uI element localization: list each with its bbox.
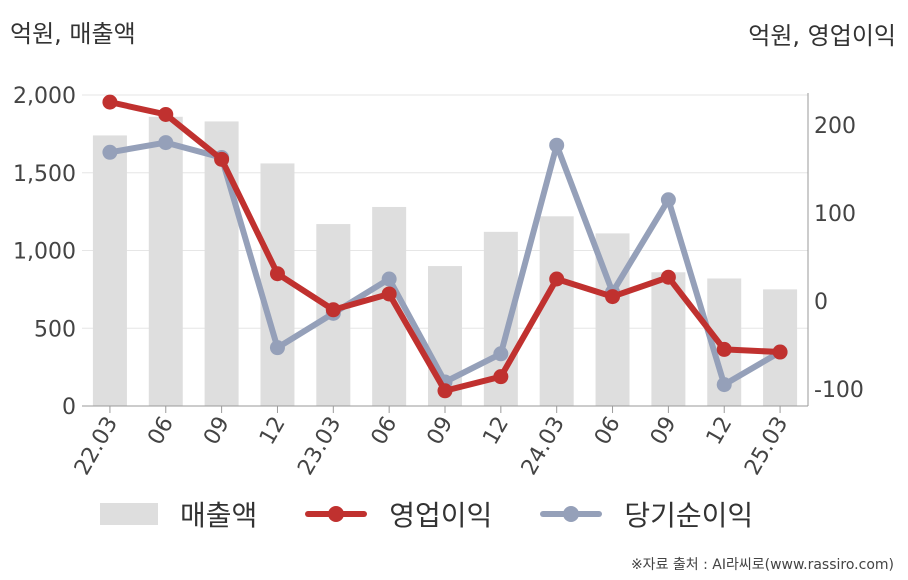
net-income-point <box>493 346 509 362</box>
operating-profit-point <box>158 106 174 122</box>
operating-profit-point <box>549 271 565 287</box>
x-tick-label: 22.03 <box>70 413 123 480</box>
operating-profit-point <box>437 383 453 399</box>
operating-profit-point <box>269 266 285 282</box>
legend-swatch-operating-profit <box>305 503 368 525</box>
right-tick-label: -100 <box>814 378 864 403</box>
legend-swatch-net-income <box>540 503 603 525</box>
x-tick-label: 12 <box>702 413 738 450</box>
revenue-bar <box>372 206 407 406</box>
x-tick-label: 24.03 <box>517 413 570 480</box>
net-income-point <box>549 137 565 153</box>
net-income-point <box>269 340 285 356</box>
right-tick-label: 100 <box>814 202 856 227</box>
operating-profit-point <box>381 286 397 302</box>
operating-profit-point <box>214 151 230 167</box>
net-income-point <box>158 135 174 151</box>
right-axis-unit: 억원, 영업이익 <box>748 22 896 50</box>
x-tick-label: 12 <box>478 413 514 450</box>
revenue-bar <box>92 135 127 406</box>
right-tick-label: 200 <box>814 114 856 139</box>
left-tick-label: 2,000 <box>13 84 76 109</box>
x-tick-label: 09 <box>423 413 459 450</box>
net-income-point <box>381 271 397 287</box>
revenue-bar <box>539 216 574 406</box>
axes <box>82 93 809 413</box>
operating-profit-point <box>660 269 676 285</box>
operating-profit-point <box>102 94 118 110</box>
x-tick-label: 09 <box>199 413 235 450</box>
left-tick-label: 1,000 <box>13 240 76 265</box>
operating-profit-point <box>325 302 341 318</box>
x-tick-label: 06 <box>143 413 179 450</box>
operating-profit-point <box>493 369 509 385</box>
legend-item-net-income: 당기순이익 <box>540 494 753 534</box>
operating-profit-point <box>772 344 788 360</box>
operating-profit-point <box>605 289 621 305</box>
left-tick-label: 1,500 <box>13 162 76 187</box>
legend-swatch-revenue <box>100 503 158 525</box>
operating-profit-point <box>716 341 732 357</box>
x-tick-label: 12 <box>255 413 291 450</box>
net-income-point <box>660 192 676 208</box>
right-tick-label: 0 <box>814 290 828 315</box>
legend-item-operating-profit: 영업이익 <box>305 494 492 534</box>
revenue-bar <box>260 163 295 406</box>
revenue-bars <box>92 116 798 407</box>
legend-item-revenue: 매출액 <box>100 494 257 534</box>
chart-legend: 매출액 영업이익 당기순이익 <box>100 492 801 536</box>
left-tick-label: 500 <box>34 317 76 342</box>
profit-lines <box>102 94 788 399</box>
net-income-point <box>716 377 732 393</box>
legend-label-revenue: 매출액 <box>180 499 258 532</box>
revenue-bar <box>204 121 239 406</box>
revenue-bar <box>148 116 183 407</box>
net-income-point <box>102 144 118 160</box>
x-tick-label: 23.03 <box>293 413 346 480</box>
legend-label-operating-profit: 영업이익 <box>389 499 493 532</box>
x-tick-label: 06 <box>590 413 626 450</box>
x-tick-label: 06 <box>367 413 403 450</box>
legend-label-net-income: 당기순이익 <box>624 499 754 532</box>
x-tick-label: 09 <box>646 413 682 450</box>
source-note: ※자료 출처 : AI라씨로(www.rassiro.com) <box>630 557 894 573</box>
left-tick-label: 0 <box>62 395 76 420</box>
x-tick-label: 25.03 <box>740 413 793 480</box>
left-axis-unit: 억원, 매출액 <box>10 20 136 48</box>
